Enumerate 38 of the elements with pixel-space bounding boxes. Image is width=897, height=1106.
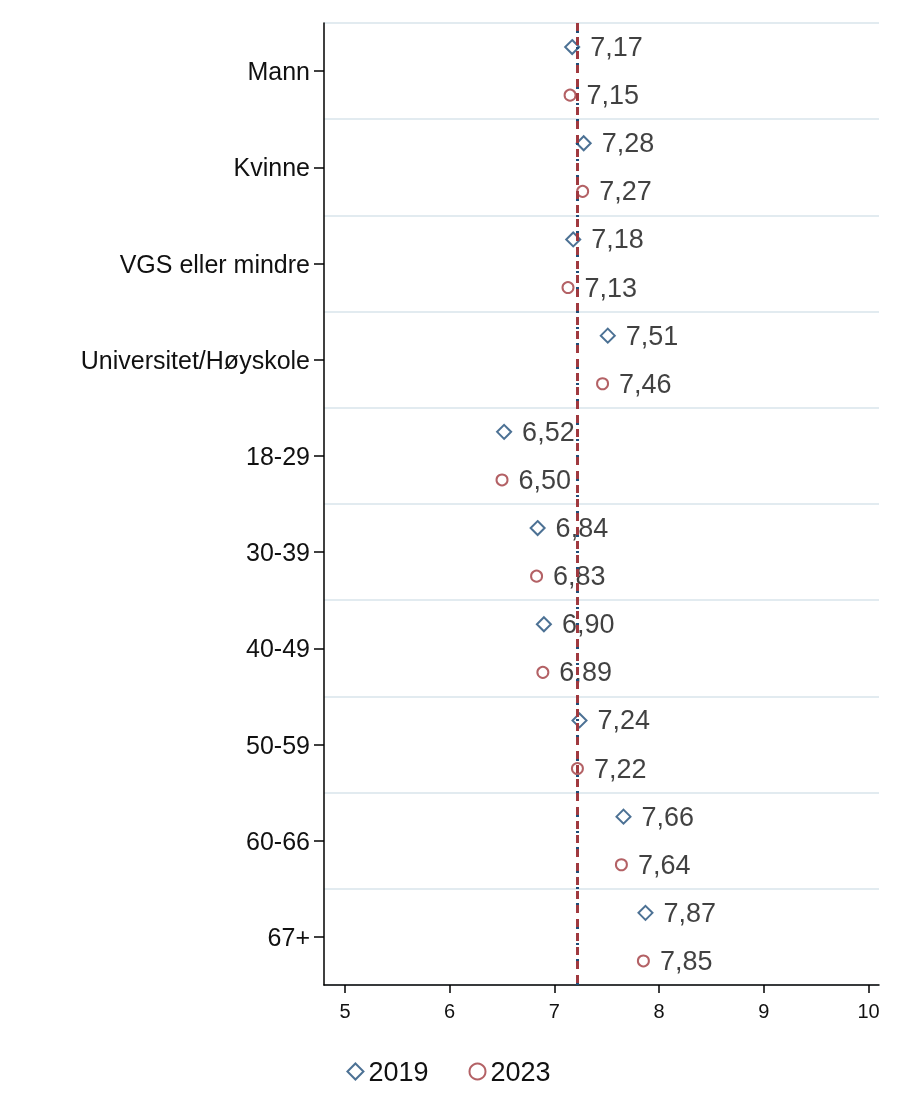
x-tick-label: 5 [339,1000,351,1022]
y-tick-label: 50-59 [246,730,310,759]
data-label: 6,83 [553,561,606,592]
data-label: 7,27 [599,176,652,207]
legend-label: 2019 [368,1056,429,1087]
data-label: 7,24 [597,705,651,736]
y-tick-label: 18-29 [246,441,310,470]
x-tick-label: 8 [653,1000,665,1022]
data-label: 7,13 [584,272,638,303]
y-tick-label: Kvinne [233,153,310,182]
data-label: 6,89 [559,657,612,688]
data-label: 7,17 [590,32,643,63]
data-label: 7,64 [637,849,691,880]
data-label: 7,87 [663,897,717,928]
y-tick-label: 30-39 [246,538,310,567]
x-tick-label: 7 [548,1000,560,1022]
data-label: 6,52 [522,416,575,447]
y-tick-label: 60-66 [246,826,310,855]
data-label: 7,66 [641,801,695,832]
data-label: 7,85 [659,945,713,976]
x-tick-label: 6 [444,1000,456,1022]
y-tick-label: VGS eller mindre [119,249,310,278]
y-tick-label: Mann [247,57,310,86]
data-label: 7,51 [625,320,679,351]
data-label: 6,84 [555,513,609,544]
x-tick-label: 10 [857,1000,880,1022]
data-label: 6,90 [561,609,615,640]
data-label: 7,46 [619,368,672,399]
y-tick-label: 67+ [267,922,310,951]
data-label: 6,50 [518,464,572,495]
y-tick-label: Universitet/Høyskole [80,345,310,374]
data-label: 7,15 [586,80,640,111]
legend-label: 2023 [490,1056,551,1087]
data-label: 7,22 [593,753,647,784]
y-tick-label: 40-49 [246,634,310,663]
data-label: 7,18 [591,224,644,255]
x-tick-label: 9 [758,1000,770,1022]
data-label: 7,28 [601,128,655,159]
